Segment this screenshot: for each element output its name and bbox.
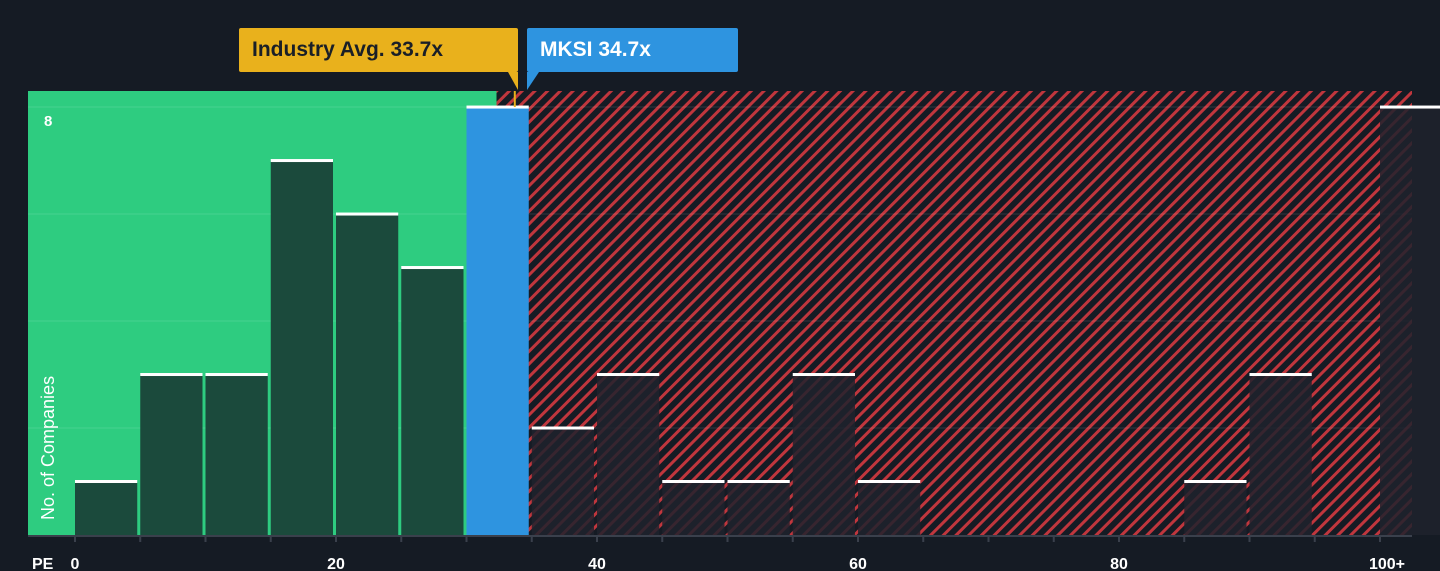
histogram-bar [270, 160, 333, 535]
bar-top-marker [1249, 373, 1312, 377]
company-pe-callout: MKSI 34.7x [527, 28, 738, 72]
bar-top-marker [597, 373, 660, 377]
bar-top-marker [858, 480, 921, 484]
x-tick-label: 100+ [1369, 556, 1405, 571]
company-pe-label: MKSI 34.7x [540, 38, 651, 61]
y-tick-label: 8 [44, 113, 52, 130]
histogram-bar [1184, 481, 1247, 535]
x-tick-label: 80 [1110, 556, 1128, 571]
x-tick-label: 20 [327, 556, 345, 571]
bar-top-marker [336, 212, 399, 216]
bar-top-marker [1380, 105, 1440, 109]
bar-top-marker [75, 480, 138, 484]
bar-top-marker [727, 480, 790, 484]
histogram-bar [140, 374, 203, 535]
bar-top-marker [205, 373, 268, 377]
x-tick-label: 60 [849, 556, 867, 571]
bar-top-marker [140, 373, 203, 377]
bar-top-marker [1184, 480, 1247, 484]
bar-top-marker [270, 159, 333, 163]
histogram-bar [401, 267, 464, 535]
x-axis-label: PE [32, 556, 54, 571]
bars [75, 91, 1440, 536]
x-ticks: 0 20 40 60 80 100+ [71, 536, 1405, 571]
industry-average-pointer [508, 72, 518, 90]
bar-top-marker [531, 426, 594, 430]
bar-top-marker [401, 266, 464, 270]
bar-top-marker [792, 373, 855, 377]
histogram-bar [531, 428, 594, 535]
histogram-bar [858, 481, 921, 535]
bar-top-marker [662, 480, 725, 484]
company-bar [466, 107, 529, 536]
histogram-bar [662, 481, 725, 535]
x-tick-label: 40 [588, 556, 606, 571]
y-axis-label: No. of Companies [38, 376, 58, 520]
bar-top-marker [466, 105, 529, 109]
industry-average-callout: Industry Avg. 33.7x [239, 28, 518, 72]
x-tick-label: 0 [71, 556, 80, 571]
histogram-bar [792, 374, 855, 535]
histogram-bar [597, 374, 660, 535]
histogram-bar [75, 481, 138, 535]
histogram-bar [1380, 107, 1440, 536]
company-pe-pointer [527, 72, 539, 90]
histogram-bar [205, 374, 268, 535]
industry-average-label: Industry Avg. 33.7x [252, 38, 444, 61]
histogram-bar [727, 481, 790, 535]
histogram-bar [336, 214, 399, 536]
histogram-bar [1249, 374, 1312, 535]
